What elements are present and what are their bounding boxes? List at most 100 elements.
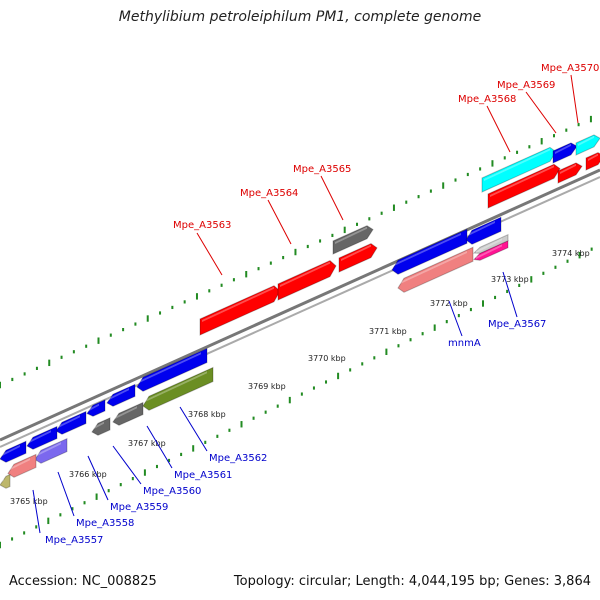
kbp-label: 3767 kbp bbox=[128, 439, 166, 448]
gene-arrow-shine bbox=[2, 478, 4, 482]
gene-labels: Mpe_A3563 Mpe_A3564 Mpe_A3565 Mpe_A3568 Mpe_… bbox=[45, 63, 599, 546]
gene-arrow bbox=[557, 162, 583, 184]
kbp-label: 3772 kbp bbox=[430, 299, 468, 308]
gene-arrow bbox=[585, 152, 600, 171]
gene-label: mnmA bbox=[448, 338, 481, 349]
gene-arrow bbox=[199, 285, 281, 336]
gene-arrow-shine bbox=[578, 135, 594, 146]
leader-line bbox=[448, 300, 463, 337]
gene-label: Mpe_A3567 bbox=[488, 319, 546, 330]
gene-label: Mpe_A3561 bbox=[174, 470, 232, 481]
gene-arrow-shine bbox=[476, 238, 502, 253]
gene-arrow-shine bbox=[560, 163, 576, 174]
kbp-label: 3766 kbp bbox=[69, 470, 107, 479]
gene-arrow-shine bbox=[109, 388, 129, 400]
leader-line bbox=[146, 425, 173, 469]
gene-arrow bbox=[487, 163, 561, 209]
gene-arrow-shine bbox=[29, 430, 51, 443]
gene-label: Mpe_A3568 bbox=[458, 94, 516, 105]
gene-arrow-shine bbox=[115, 406, 137, 419]
gene-arrow-shine bbox=[202, 286, 274, 322]
gene-arrow bbox=[136, 347, 208, 392]
leader-line bbox=[179, 406, 208, 452]
gene-arrow-shine bbox=[588, 153, 598, 161]
gene-arrow bbox=[332, 225, 374, 255]
gene-arrow-shine bbox=[341, 244, 371, 261]
gene-arrow bbox=[552, 142, 578, 164]
kbp-label: 3774 kbp bbox=[552, 249, 590, 258]
leader-line bbox=[525, 91, 557, 134]
gene-label: Mpe_A3558 bbox=[76, 518, 134, 529]
leader-line bbox=[112, 445, 142, 485]
gene-label: Mpe_A3562 bbox=[209, 453, 267, 464]
gene-arrow bbox=[0, 440, 27, 463]
gene-arrow-shine bbox=[10, 458, 30, 470]
gene-arrow-shine bbox=[58, 415, 80, 428]
gene-arrow bbox=[481, 146, 557, 193]
gene-label: Mpe_A3569 bbox=[497, 80, 555, 91]
backbone-line bbox=[0, 168, 600, 442]
topology-text: Topology: circular; Length: 4,044,195 bp… bbox=[233, 574, 591, 589]
gene-arrow bbox=[472, 233, 509, 254]
gene-label: Mpe_A3570 bbox=[541, 63, 599, 74]
gene-label: Mpe_A3560 bbox=[143, 486, 201, 497]
leader-line bbox=[486, 105, 511, 153]
gene-arrow-shine bbox=[476, 244, 502, 259]
gene-arrow-shine bbox=[484, 148, 550, 181]
leader-line bbox=[570, 74, 579, 124]
gene-arrow-shine bbox=[37, 442, 61, 456]
leader-line bbox=[502, 271, 518, 318]
kbp-label: 3773 kbp bbox=[491, 275, 529, 284]
gene-features bbox=[0, 134, 600, 489]
gene-arrow bbox=[397, 246, 474, 293]
gene-label: Mpe_A3563 bbox=[173, 220, 231, 231]
gene-label: Mpe_A3557 bbox=[45, 535, 103, 546]
gene-arrow bbox=[465, 216, 502, 245]
gene-arrow-shine bbox=[468, 220, 495, 236]
outer-tick-ring bbox=[0, 115, 592, 389]
gene-arrow bbox=[338, 243, 378, 273]
gene-arrow bbox=[91, 417, 111, 436]
gene-arrow-shine bbox=[2, 445, 20, 456]
gene-arrow bbox=[106, 383, 136, 407]
kbp-label: 3765 kbp bbox=[10, 497, 48, 506]
gene-label: Mpe_A3559 bbox=[110, 502, 168, 513]
accession-text: Accession: NC_008825 bbox=[9, 574, 157, 589]
gene-label: Mpe_A3565 bbox=[293, 164, 351, 175]
kbp-label: 3770 kbp bbox=[308, 354, 346, 363]
gene-arrow-shine bbox=[139, 352, 201, 383]
leader-line bbox=[267, 199, 292, 245]
leader-line bbox=[57, 471, 75, 517]
gene-arrow-shine bbox=[94, 421, 104, 429]
kbp-label: 3769 kbp bbox=[248, 382, 286, 391]
leader-line bbox=[87, 455, 109, 501]
gene-arrow bbox=[26, 425, 58, 450]
gene-arrow bbox=[7, 453, 37, 478]
gene-arrow-shine bbox=[335, 226, 367, 244]
gene-arrow bbox=[391, 228, 468, 275]
gene-arrow bbox=[86, 399, 106, 417]
kbp-label: 3768 kbp bbox=[188, 410, 226, 419]
backbone-line bbox=[0, 176, 600, 448]
gene-arrow-shine bbox=[145, 371, 207, 402]
gene-arrow bbox=[0, 473, 11, 489]
gene-arrow bbox=[277, 260, 337, 301]
gene-arrow-shine bbox=[89, 403, 99, 411]
gene-arrow-shine bbox=[400, 250, 467, 284]
gene-arrow-shine bbox=[490, 165, 554, 197]
leader-line bbox=[196, 232, 223, 276]
kbp-label: 3771 kbp bbox=[369, 327, 407, 336]
gene-arrow-shine bbox=[555, 143, 571, 154]
gene-arrow bbox=[575, 134, 600, 156]
gene-arrow-shine bbox=[280, 261, 330, 287]
gene-arrow-shine bbox=[394, 232, 461, 266]
inner-tick-ring bbox=[0, 247, 593, 549]
leader-line bbox=[32, 489, 41, 534]
kbp-labels: 3765 kbp 3766 kbp 3767 kbp 3768 kbp 3769 kbp… bbox=[10, 249, 590, 506]
gene-label: Mpe_A3564 bbox=[240, 188, 298, 199]
gene-arrow bbox=[142, 366, 214, 411]
map-title: Methylibium petroleiphilum PM1, complete… bbox=[118, 9, 482, 25]
leader-line bbox=[320, 175, 344, 221]
label-leaders bbox=[32, 74, 579, 534]
